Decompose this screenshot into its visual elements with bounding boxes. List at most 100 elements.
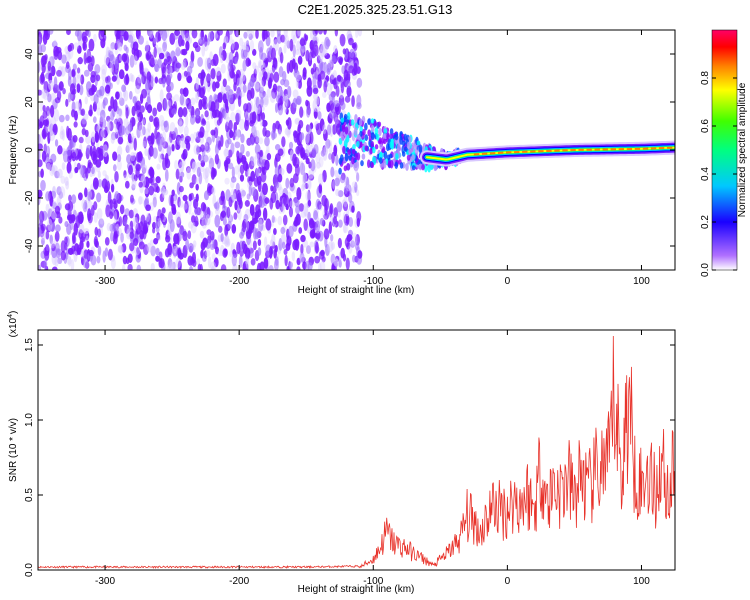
noise-speck	[202, 154, 209, 163]
noise-speck	[273, 58, 277, 69]
noise-speck	[54, 231, 60, 242]
noise-speck	[165, 235, 171, 243]
noise-speck	[222, 217, 227, 226]
noise-speck	[298, 227, 303, 234]
noise-speck	[322, 169, 327, 183]
noise-speck	[246, 89, 252, 102]
noise-speck	[346, 30, 352, 39]
noise-speck	[228, 196, 233, 208]
noise-speck	[152, 221, 157, 230]
noise-speck	[293, 238, 300, 247]
top-x-axis-label: Height of straight line (km)	[298, 285, 415, 296]
signal-speck	[385, 143, 390, 152]
noise-speck	[98, 178, 103, 188]
noise-speck	[180, 158, 186, 167]
signal-speck	[421, 164, 425, 171]
noise-speck	[38, 264, 42, 270]
noise-speck	[171, 144, 175, 152]
noise-speck	[318, 183, 323, 194]
noise-speck	[181, 48, 188, 56]
noise-speck	[109, 82, 113, 90]
signal-speck	[379, 143, 383, 150]
noise-speck	[346, 85, 352, 97]
noise-speck	[109, 61, 114, 73]
noise-speck	[350, 240, 356, 248]
noise-speck	[224, 240, 231, 248]
noise-speck	[292, 97, 298, 109]
noise-speck	[129, 142, 134, 150]
noise-speck	[255, 129, 260, 143]
noise-speck	[337, 56, 344, 64]
noise-speck	[67, 128, 72, 141]
noise-speck	[268, 264, 274, 270]
noise-speck	[113, 119, 117, 129]
noise-speck	[333, 257, 339, 267]
noise-speck	[210, 129, 216, 136]
noise-speck	[284, 93, 289, 107]
noise-speck	[210, 68, 216, 80]
noise-speck	[242, 59, 247, 72]
noise-speck	[319, 70, 326, 80]
noise-speck	[129, 220, 134, 230]
noise-speck	[112, 164, 117, 172]
noise-speck	[57, 168, 63, 179]
top-y-tick-label: 20	[24, 96, 35, 108]
noise-speck	[46, 161, 52, 170]
noise-speck	[257, 60, 262, 69]
noise-speck	[148, 145, 154, 157]
noise-speck	[77, 211, 84, 225]
noise-speck	[178, 185, 184, 193]
noise-speck	[239, 77, 244, 91]
noise-speck	[105, 204, 111, 218]
noise-speck	[333, 45, 338, 54]
signal-speck	[338, 157, 343, 165]
noise-speck	[195, 76, 200, 90]
noise-speck	[185, 40, 190, 51]
noise-speck	[237, 208, 242, 221]
noise-speck	[191, 161, 197, 173]
noise-speck	[262, 126, 267, 137]
noise-speck	[128, 122, 133, 133]
noise-speck	[223, 149, 229, 157]
noise-speck	[112, 198, 117, 205]
noise-speck	[340, 101, 346, 111]
noise-speck	[147, 92, 151, 104]
noise-speck	[282, 70, 287, 83]
noise-speck	[320, 149, 326, 157]
noise-speck	[293, 156, 300, 169]
noise-speck	[124, 180, 130, 189]
signal-speck	[411, 154, 415, 161]
noise-speck	[234, 129, 241, 141]
noise-speck	[274, 102, 279, 113]
noise-speck	[294, 118, 300, 125]
noise-speck	[118, 216, 123, 227]
noise-speck	[213, 127, 219, 139]
noise-speck	[105, 56, 111, 66]
noise-speck	[231, 253, 237, 267]
signal-speck	[360, 160, 364, 167]
noise-speck	[346, 184, 351, 192]
snr-scale-label: (x104)	[7, 311, 19, 338]
noise-speck	[94, 131, 99, 143]
noise-speck	[319, 217, 325, 226]
noise-speck	[38, 159, 43, 168]
noise-speck	[329, 203, 334, 215]
noise-speck	[155, 247, 160, 256]
noise-speck	[107, 248, 113, 261]
noise-speck	[177, 247, 182, 258]
noise-speck	[149, 166, 154, 176]
noise-speck	[154, 63, 160, 73]
noise-speck	[159, 136, 166, 149]
noise-speck	[158, 251, 164, 259]
bottom-y-ticks: 0.0 0.5 1.0 1.5	[24, 338, 675, 577]
noise-speck	[153, 116, 160, 129]
noise-speck	[292, 130, 298, 138]
signal-speck	[354, 162, 358, 169]
noise-speck	[91, 135, 96, 143]
noise-speck	[343, 196, 348, 208]
noise-speck	[198, 171, 203, 185]
noise-speck	[158, 52, 165, 60]
noise-speck	[243, 213, 249, 223]
noise-speck	[183, 125, 189, 136]
noise-speck	[129, 136, 133, 144]
